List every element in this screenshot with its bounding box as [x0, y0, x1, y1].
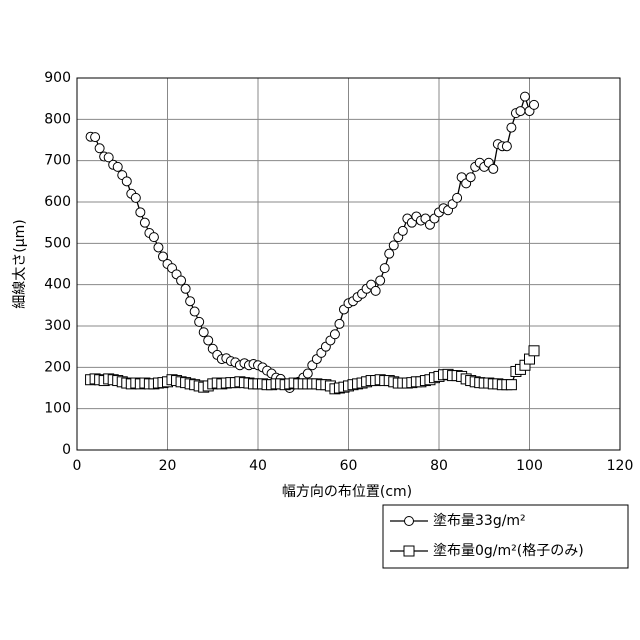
marker	[466, 173, 475, 182]
marker	[453, 193, 462, 202]
marker	[489, 164, 498, 173]
x-tick-label: 40	[249, 458, 267, 474]
y-tick-label: 800	[44, 111, 71, 127]
marker	[330, 330, 339, 339]
marker	[190, 307, 199, 316]
y-tick-label: 700	[44, 153, 71, 169]
marker	[507, 123, 516, 132]
marker	[398, 226, 407, 235]
x-tick-label: 0	[73, 458, 82, 474]
marker	[195, 317, 204, 326]
marker	[389, 241, 398, 250]
marker	[186, 297, 195, 306]
marker	[529, 346, 539, 356]
chart: 幅方向の布位置(cm) 細線太さ(μm) 0100200300400500600…	[0, 0, 640, 640]
x-tick-label: 20	[159, 458, 177, 474]
marker	[516, 107, 525, 116]
marker	[335, 319, 344, 328]
marker	[371, 286, 380, 295]
marker	[380, 264, 389, 273]
marker	[506, 380, 516, 390]
marker	[91, 133, 100, 142]
x-tick-label: 80	[430, 458, 448, 474]
y-tick-label: 100	[44, 401, 71, 417]
marker	[520, 92, 529, 101]
legend-marker	[404, 546, 414, 556]
y-tick-label: 200	[44, 359, 71, 375]
y-axis-label: 細線太さ(μm)	[12, 219, 28, 308]
y-tick-label: 400	[44, 277, 71, 293]
y-tick-label: 600	[44, 194, 71, 210]
marker	[136, 208, 145, 217]
marker	[140, 218, 149, 227]
marker	[199, 328, 208, 337]
marker	[95, 144, 104, 153]
marker	[530, 100, 539, 109]
marker	[149, 233, 158, 242]
x-tick-label: 120	[607, 458, 634, 474]
marker	[303, 369, 312, 378]
marker	[181, 284, 190, 293]
marker	[204, 336, 213, 345]
marker	[385, 249, 394, 258]
marker	[502, 142, 511, 151]
marker	[131, 193, 140, 202]
y-tick-label: 300	[44, 318, 71, 334]
legend-label: 塗布量0g/m²(格子のみ)	[433, 542, 584, 559]
marker	[177, 276, 186, 285]
marker	[154, 243, 163, 252]
y-tick-label: 900	[44, 70, 71, 86]
y-tick-label: 500	[44, 235, 71, 251]
marker	[376, 276, 385, 285]
legend-marker	[405, 517, 414, 526]
marker	[113, 162, 122, 171]
x-axis-label: 幅方向の布位置(cm)	[282, 484, 412, 500]
legend-label: 塗布量33g/m²	[433, 512, 526, 529]
marker	[122, 177, 131, 186]
x-tick-label: 100	[516, 458, 543, 474]
x-tick-label: 60	[340, 458, 358, 474]
y-tick-label: 0	[62, 442, 71, 458]
